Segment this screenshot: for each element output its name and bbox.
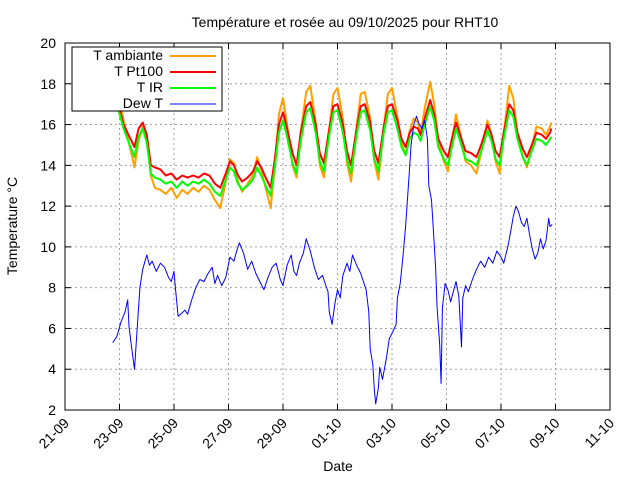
plot-frame — [64, 42, 611, 411]
legend: T ambiante T Pt100 T IR Dew T — [71, 46, 223, 112]
x-tick-label: 11-10 — [581, 415, 617, 451]
y-tick-label: 16 — [40, 117, 56, 133]
series-lines — [112, 80, 553, 405]
y-tick-label: 10 — [40, 239, 56, 255]
x-tick-label: 03-10 — [362, 415, 399, 452]
y-tick-label: 6 — [48, 320, 56, 336]
x-tick-label: 09-10 — [526, 415, 563, 452]
y-tick-label: 2 — [48, 402, 56, 418]
y-axis-label: Temperature °C — [4, 177, 20, 275]
series-line-t-ir — [115, 103, 553, 197]
x-tick-label: 21-09 — [35, 415, 72, 452]
x-tick-label: 23-09 — [90, 415, 127, 452]
chart-title: Température et rosée au 09/10/2025 pour … — [192, 14, 499, 30]
legend-label-t-ir: T IR — [137, 79, 163, 95]
x-tick-label: 27-09 — [199, 415, 236, 452]
legend-label-t-pt100: T Pt100 — [114, 63, 163, 79]
x-tick-label: 05-10 — [417, 415, 454, 452]
y-tick-label: 18 — [40, 76, 56, 92]
y-tick-label: 4 — [48, 361, 56, 377]
legend-box — [71, 46, 223, 112]
x-tick-label: 29-09 — [253, 415, 290, 452]
y-tick-label: 8 — [48, 280, 56, 296]
y-tick-label: 14 — [40, 157, 56, 173]
x-tick-label: 01-10 — [308, 415, 345, 452]
legend-label-dew-t: Dew T — [123, 95, 164, 111]
series-line-t-pt100 — [115, 97, 553, 189]
x-tick-label: 25-09 — [144, 415, 181, 452]
y-tick-label: 12 — [40, 198, 56, 214]
axes — [64, 42, 611, 411]
x-axis-label: Date — [323, 458, 353, 474]
y-tick-label: 20 — [40, 35, 56, 51]
legend-label-t-ambiante: T ambiante — [93, 47, 163, 63]
series-line-dew-t — [112, 115, 553, 405]
x-tick-label: 07-10 — [471, 415, 508, 452]
